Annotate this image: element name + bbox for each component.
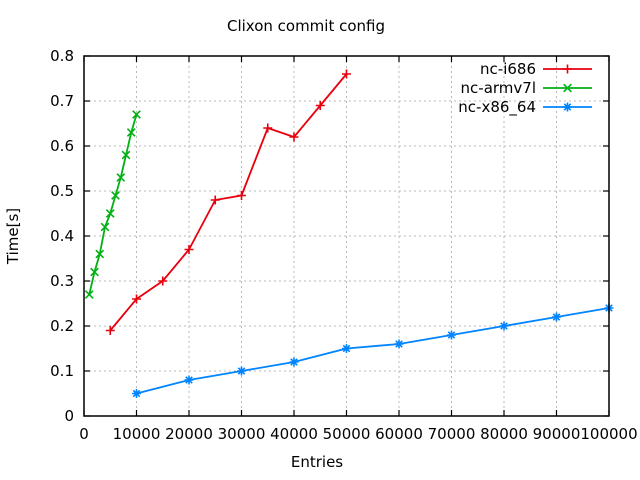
series-marker-nc-armv7l (100, 222, 110, 232)
series-marker-nc-armv7l (116, 173, 126, 182)
series-marker-nc-armv7l (90, 267, 99, 277)
legend-label: nc-armv7l (461, 79, 536, 97)
grid-lines (84, 56, 609, 416)
y-tick-label: 0.8 (50, 47, 74, 65)
x-tick-label: 70000 (428, 425, 476, 443)
series-marker-nc-i686 (105, 326, 115, 335)
series-marker-nc-x86_64 (499, 321, 509, 331)
y-tick-label: 0.7 (50, 92, 74, 110)
series-marker-nc-x86_64 (184, 375, 194, 385)
series-marker-nc-i686 (184, 245, 194, 254)
x-tick-label: 10000 (113, 425, 161, 443)
chart-title: Clixon commit config (227, 17, 385, 35)
x-tick-label: 0 (79, 425, 89, 443)
y-tick-label: 0.1 (50, 362, 74, 380)
x-tick-label: 100000 (580, 425, 637, 443)
plot-border (83, 55, 610, 417)
legend-entry-nc-x86_64: nc-x86_64 (458, 98, 592, 117)
x-tick-label: 50000 (323, 425, 371, 443)
series-marker-nc-i686 (289, 132, 299, 142)
series-marker-nc-i686 (158, 276, 168, 286)
series-marker-nc-x86_64 (237, 366, 246, 376)
series-line-nc-x86_64 (136, 307, 610, 395)
series-marker-nc-armv7l (111, 191, 120, 200)
x-tick-label: 20000 (165, 425, 213, 443)
y-axis-label: Time[s] (4, 208, 22, 265)
series-marker-nc-armv7l (132, 110, 141, 119)
y-tick-label: 0.4 (50, 227, 74, 245)
y-tick-label: 0.2 (50, 317, 74, 335)
legend-label: nc-x86_64 (458, 98, 536, 117)
x-tick-label: 80000 (480, 425, 528, 443)
x-tick-label: 90000 (533, 425, 581, 443)
legend-marker-star-icon (563, 102, 572, 112)
y-tick-label: 0 (64, 407, 74, 425)
series-marker-nc-i686 (315, 101, 325, 110)
y-tick-label: 0.3 (50, 272, 74, 290)
series-marker-nc-x86_64 (447, 330, 456, 340)
y-tick-label: 0.6 (50, 137, 74, 155)
series-marker-nc-armv7l (84, 290, 94, 299)
series-marker-nc-i686 (210, 195, 220, 205)
x-tick-label: 40000 (270, 425, 318, 443)
series-marker-nc-i686 (237, 191, 246, 200)
series-marker-nc-x86_64 (132, 389, 141, 398)
series-marker-nc-armv7l (105, 209, 115, 218)
axis-labels: Clixon commit config Entries Time[s] (4, 17, 385, 471)
legend-entry-nc-i686: nc-i686 (480, 60, 592, 78)
y-tick-label: 0.5 (50, 182, 74, 200)
series-marker-nc-i686 (132, 294, 141, 304)
legend-entry-nc-armv7l: nc-armv7l (461, 79, 592, 97)
x-tick-label: 60000 (375, 425, 423, 443)
x-tick-label: 30000 (218, 425, 266, 443)
series-marker-nc-armv7l (95, 249, 105, 259)
legend-label: nc-i686 (480, 60, 536, 78)
series-marker-nc-x86_64 (552, 312, 561, 322)
legend-marker-plus-icon (563, 64, 572, 74)
data-series (84, 69, 614, 398)
series-marker-nc-x86_64 (394, 339, 404, 349)
series-marker-nc-i686 (342, 69, 351, 79)
series-line-nc-i686 (109, 73, 348, 332)
legend-marker-cross-icon (563, 83, 572, 93)
series-marker-nc-armv7l (121, 150, 131, 160)
series-marker-nc-x86_64 (289, 357, 299, 367)
series-line-nc-armv7l (88, 114, 138, 295)
series-marker-nc-x86_64 (342, 344, 351, 353)
series-marker-nc-i686 (263, 123, 273, 133)
x-axis-label: Entries (291, 453, 343, 471)
axis-ticks: 0 10000 20000 30000 40000 50000 60000 70000 8000… (50, 47, 637, 443)
series-marker-nc-armv7l (126, 128, 136, 137)
